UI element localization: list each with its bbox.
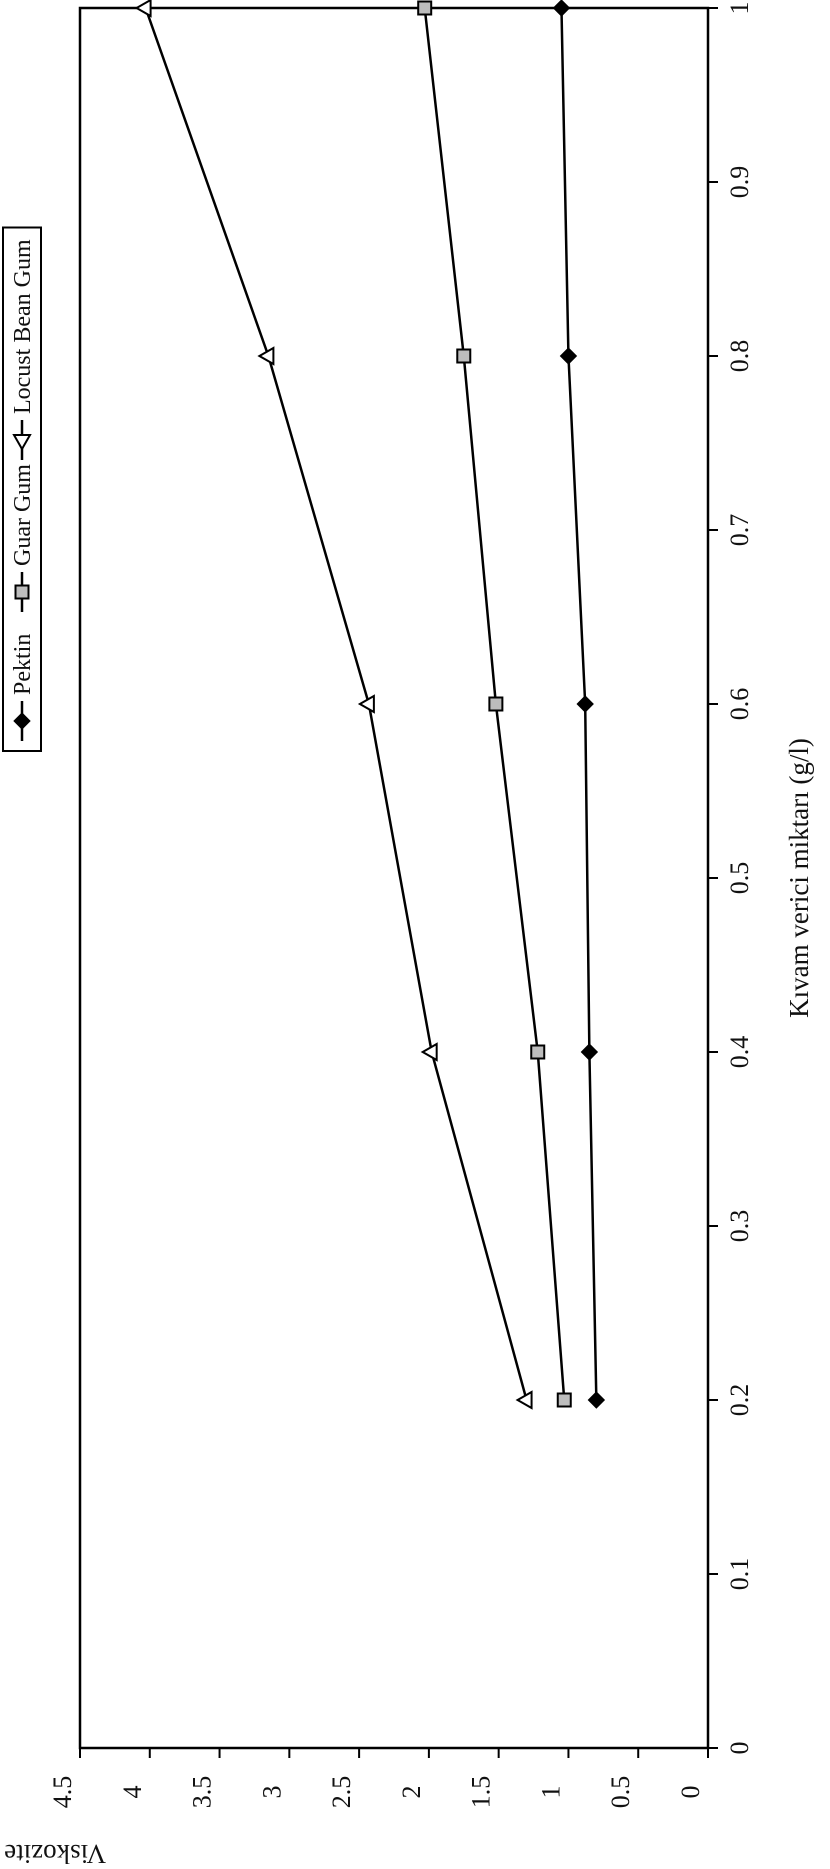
data-point-pektin [559, 347, 578, 365]
legend-marker-pektin [13, 712, 31, 730]
x-tick-label: 0.8 [725, 340, 754, 373]
data-point-pektin [552, 0, 571, 17]
y-axis-title: Viskozite (cp) [0, 1839, 106, 1864]
y-tick-label: 4 [118, 1786, 147, 1799]
x-tick-label: 0.1 [725, 1558, 754, 1591]
data-point-pektin [576, 695, 594, 713]
y-tick-label: 0 [676, 1786, 705, 1799]
legend-marker-guar-gum [14, 584, 30, 600]
y-tick-label: 4.5 [48, 1776, 77, 1809]
data-point-locust-bean-gum [357, 694, 375, 714]
x-tick-label: 0.9 [725, 166, 754, 199]
x-axis-title: Kıvam verici miktarı (g/l) [784, 738, 814, 1018]
legend-box [2, 226, 42, 752]
data-point-guar-gum [417, 0, 433, 16]
legend-label-pektin: Pektin [10, 634, 36, 695]
x-tick-label: 0.4 [725, 1036, 754, 1069]
legend-label-guar-gum: Guar Gum [10, 464, 36, 566]
y-tick-label: 3.5 [188, 1776, 217, 1809]
y-tick-label: 1 [536, 1786, 565, 1799]
data-point-guar-gum [556, 1392, 572, 1408]
x-tick-label: 0 [725, 1742, 754, 1755]
data-point-guar-gum [456, 348, 472, 364]
plot-area [78, 6, 710, 1750]
data-point-locust-bean-gum [515, 1390, 533, 1410]
x-tick-label: 0.7 [725, 514, 754, 547]
data-point-pektin [587, 1391, 606, 1409]
x-tick-label: 0.2 [725, 1384, 754, 1417]
legend-label-locust-bean-gum: Locust Bean Gum [10, 239, 36, 414]
data-point-locust-bean-gum [420, 1042, 438, 1062]
data-point-pektin [580, 1043, 599, 1061]
data-point-guar-gum [488, 696, 504, 712]
x-tick-label: 0.5 [725, 862, 754, 895]
y-tick-label: 0.5 [606, 1776, 635, 1809]
x-tick-label: 0.3 [725, 1210, 754, 1243]
data-point-guar-gum [530, 1044, 546, 1060]
data-point-locust-bean-gum [257, 346, 275, 366]
legend: Pektin Guar Gum Locust Bean Gum [2, 226, 42, 752]
x-tick-label: 0.6 [725, 688, 754, 721]
data-point-locust-bean-gum [134, 0, 152, 18]
x-tick-label: 1 [725, 2, 754, 15]
y-tick-label: 2 [397, 1786, 426, 1799]
y-tick-label: 1.5 [467, 1776, 496, 1809]
y-tick-label: 3 [257, 1786, 286, 1799]
legend-marker-locust-bean-gum [12, 434, 32, 452]
y-tick-label: 2.5 [327, 1776, 356, 1809]
